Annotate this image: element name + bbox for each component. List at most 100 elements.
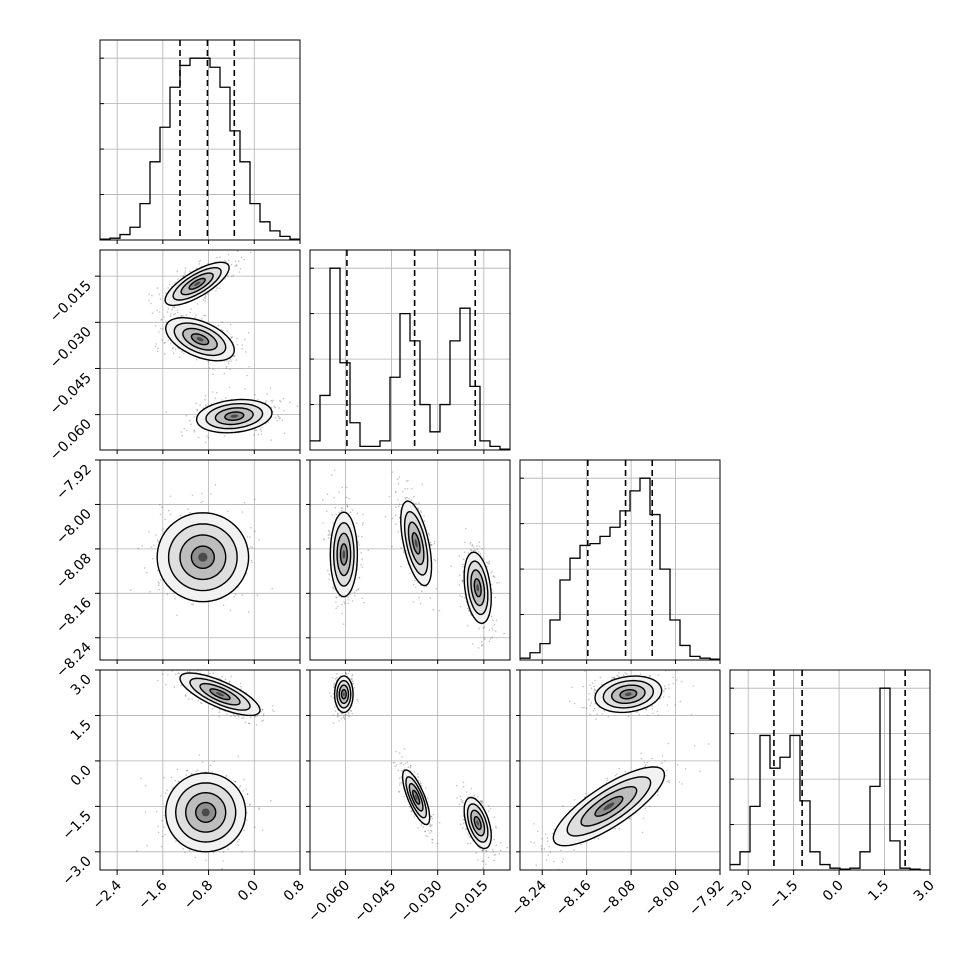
sample-point xyxy=(236,344,239,346)
sample-point xyxy=(411,488,413,490)
sample-point xyxy=(334,706,336,708)
sample-point xyxy=(163,342,166,344)
sample-point xyxy=(664,688,666,690)
sample-point xyxy=(399,784,401,786)
sample-point xyxy=(163,776,165,779)
sample-point xyxy=(400,761,403,764)
sample-point xyxy=(391,471,394,473)
sample-point xyxy=(409,572,411,575)
sample-point xyxy=(398,503,401,506)
sample-point xyxy=(336,597,338,599)
sample-point xyxy=(254,530,256,533)
sample-point xyxy=(435,587,438,590)
sample-point xyxy=(233,595,235,598)
sample-point xyxy=(482,627,485,629)
sample-point xyxy=(182,666,184,668)
sample-point xyxy=(493,854,496,856)
sample-point xyxy=(194,316,196,319)
scatter-panel-1-0 xyxy=(99,249,301,451)
sample-point xyxy=(481,849,484,852)
sample-point xyxy=(157,569,159,572)
sample-point xyxy=(189,311,192,314)
sample-point xyxy=(227,275,229,277)
sample-point xyxy=(334,677,337,680)
sample-point xyxy=(204,300,206,302)
sample-point xyxy=(213,760,215,763)
sample-point xyxy=(171,309,173,311)
sample-point xyxy=(174,673,177,676)
sample-point xyxy=(404,488,406,490)
sample-point xyxy=(278,407,281,409)
sample-point xyxy=(248,722,250,725)
sample-point xyxy=(243,829,245,831)
sample-point xyxy=(327,537,330,539)
panel-frame xyxy=(729,669,931,871)
sample-point xyxy=(176,309,179,311)
sample-point xyxy=(398,777,401,779)
scatter-panel-3-1 xyxy=(309,669,511,871)
sample-point xyxy=(174,312,177,315)
sample-point xyxy=(208,672,211,675)
sample-point xyxy=(422,826,425,828)
sample-point xyxy=(257,399,260,401)
sample-point xyxy=(400,565,402,568)
sample-point xyxy=(468,609,470,612)
sample-point xyxy=(494,576,496,579)
sample-point xyxy=(395,506,397,509)
sample-point xyxy=(218,711,220,713)
sample-point xyxy=(177,311,179,314)
sample-point xyxy=(348,715,350,717)
sample-point xyxy=(152,557,154,560)
sample-point xyxy=(361,566,364,569)
sample-point xyxy=(493,816,496,818)
sample-point xyxy=(219,708,221,711)
sample-point xyxy=(462,570,465,573)
sample-point xyxy=(177,780,180,783)
sample-point xyxy=(459,594,461,597)
sample-point xyxy=(467,842,469,845)
sample-point xyxy=(467,796,469,798)
sample-point xyxy=(460,801,463,803)
sample-point xyxy=(146,844,149,847)
sample-point xyxy=(173,686,176,688)
sample-point xyxy=(169,315,172,318)
sample-point xyxy=(480,644,483,647)
sample-point xyxy=(180,431,183,433)
contour-mode-2-level-4 xyxy=(476,584,479,592)
sample-point xyxy=(469,842,472,844)
sample-point xyxy=(241,511,244,513)
sample-point xyxy=(657,674,660,676)
sample-point xyxy=(692,685,695,687)
sample-point xyxy=(181,315,183,317)
sample-point xyxy=(494,630,497,632)
sample-point xyxy=(215,391,218,394)
sample-point xyxy=(358,544,360,546)
sample-point xyxy=(395,490,397,493)
sample-point xyxy=(351,675,353,677)
sample-point xyxy=(185,774,188,776)
sample-point xyxy=(349,594,351,596)
sample-point xyxy=(215,290,217,292)
sample-point xyxy=(405,497,407,500)
sample-point xyxy=(184,270,187,272)
contour-mode-1-level-4 xyxy=(201,808,210,817)
sample-point xyxy=(333,683,335,686)
sample-point xyxy=(265,400,267,402)
scatter-panel-3-2 xyxy=(519,669,721,871)
sample-point xyxy=(250,526,252,529)
sample-point xyxy=(400,547,402,549)
sample-point xyxy=(271,401,274,403)
sample-point xyxy=(423,515,425,517)
sample-point xyxy=(229,609,232,611)
sample-point xyxy=(479,552,482,555)
sample-point xyxy=(462,558,465,560)
contour-mode-0-level-4 xyxy=(193,281,201,286)
sample-point xyxy=(490,583,493,586)
sample-point xyxy=(458,803,461,806)
histogram-panel-0 xyxy=(99,39,301,241)
sample-point xyxy=(397,482,400,485)
sample-point xyxy=(627,715,630,718)
sample-point xyxy=(171,668,173,670)
sample-point xyxy=(151,294,153,297)
sample-point xyxy=(269,387,272,390)
